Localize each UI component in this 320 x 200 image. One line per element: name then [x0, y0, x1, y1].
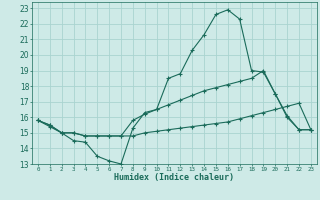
X-axis label: Humidex (Indice chaleur): Humidex (Indice chaleur) [115, 173, 234, 182]
